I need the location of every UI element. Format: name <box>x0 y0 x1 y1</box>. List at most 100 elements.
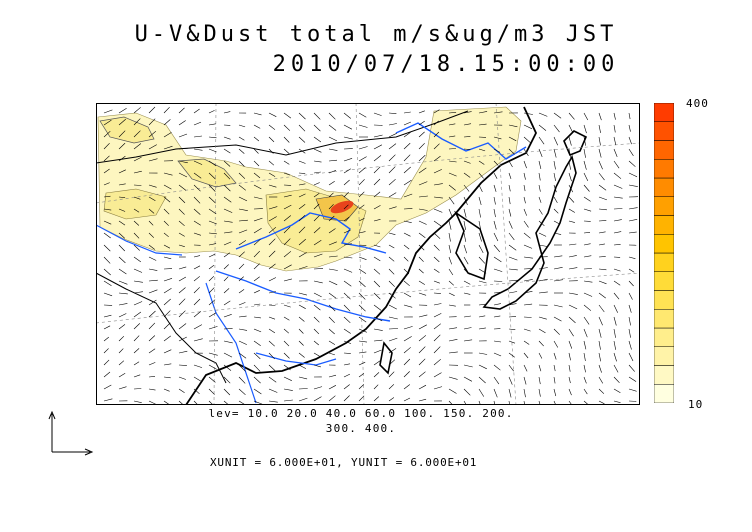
wind-arrow <box>298 148 306 154</box>
wind-arrow <box>523 316 532 318</box>
wind-arrow <box>118 232 126 239</box>
wind-arrow <box>283 388 293 391</box>
wind-arrow <box>178 287 186 294</box>
wind-arrow <box>148 279 158 282</box>
wind-arrow <box>253 172 261 179</box>
wind-arrow <box>148 130 157 138</box>
wind-arrow <box>628 231 637 234</box>
wind-arrow <box>103 220 112 225</box>
wind-arrow <box>103 371 111 378</box>
wind-arrow <box>463 256 469 265</box>
wind-arrow <box>328 268 338 271</box>
wind-arrow <box>373 219 381 222</box>
wind-arrow <box>403 384 410 390</box>
wind-arrow <box>133 301 143 306</box>
wind-arrow <box>133 348 140 354</box>
wind-arrow <box>403 292 412 298</box>
wind-arrow <box>208 196 216 204</box>
wind-arrow <box>253 316 261 319</box>
wind-arrow <box>493 220 497 230</box>
wind-arrow <box>328 192 334 198</box>
wind-arrow <box>253 276 260 282</box>
wind-arrow <box>463 388 471 396</box>
wind-arrow <box>538 316 547 320</box>
wind-arrow <box>178 172 188 178</box>
wind-arrow <box>193 364 203 368</box>
taiwan-island <box>379 341 393 375</box>
colorbar-swatch <box>654 140 674 160</box>
wind-arrow <box>493 111 503 114</box>
wind-arrow <box>208 287 215 294</box>
wind-arrow <box>613 244 621 246</box>
wind-arrow <box>523 184 526 192</box>
wind-arrow <box>238 376 246 384</box>
wind-arrow <box>598 136 601 146</box>
wind-arrow <box>553 172 556 181</box>
colorbar-swatch <box>654 346 674 366</box>
wind-arrow <box>283 238 291 246</box>
wind-arrow <box>298 214 306 222</box>
wind-arrow <box>268 277 277 282</box>
wind-arrow <box>628 376 637 382</box>
wind-arrow <box>178 323 187 330</box>
wind-arrow <box>358 373 365 378</box>
wind-arrow <box>463 315 471 318</box>
japan-hokkaido <box>563 130 588 157</box>
wind-arrow <box>418 142 425 150</box>
colorbar-min-label: 10 <box>688 398 704 411</box>
wind-arrow <box>583 255 592 258</box>
wind-arrow <box>478 388 485 397</box>
wind-arrow <box>103 109 113 114</box>
wind-arrow <box>463 244 467 254</box>
wind-arrow <box>433 268 440 273</box>
wind-arrow <box>628 256 636 259</box>
wind-arrow <box>133 143 142 150</box>
wind-arrow <box>403 347 411 354</box>
wind-arrow <box>478 400 481 405</box>
wind-arrow <box>403 256 409 262</box>
wind-arrow <box>613 196 623 199</box>
wind-arrow <box>613 231 622 234</box>
wind-arrow <box>343 280 352 287</box>
wind-arrow <box>148 184 157 188</box>
colorbar-swatch <box>654 234 674 254</box>
wind-arrow <box>463 364 473 368</box>
wind-arrow <box>103 398 113 402</box>
wind-arrow <box>433 372 442 378</box>
dust-wind-map <box>96 103 640 405</box>
wind-arrow <box>343 124 353 130</box>
wind-arrow <box>283 399 293 402</box>
wind-arrow <box>433 334 441 342</box>
wind-arrow <box>328 112 336 120</box>
wind-arrow <box>133 323 141 330</box>
wind-arrow <box>433 280 440 284</box>
wind-arrow <box>103 348 109 354</box>
wind-arrow <box>553 376 556 384</box>
wind-arrow <box>568 184 574 193</box>
wind-arrow <box>268 216 277 222</box>
wind-arrow <box>208 253 216 258</box>
wind-arrow <box>523 352 529 359</box>
wind-arrow <box>148 268 158 271</box>
wind-arrow <box>598 280 607 285</box>
wind-arrow <box>553 196 558 204</box>
wind-arrow <box>268 124 276 130</box>
wind-arrow <box>268 160 275 166</box>
wind-arrow <box>538 112 548 117</box>
wind-arrow <box>583 292 593 297</box>
wind-arrow <box>553 160 556 170</box>
wind-arrow <box>523 160 527 169</box>
wind-arrow <box>253 112 262 116</box>
wind-arrow <box>223 376 231 384</box>
wind-arrow <box>403 121 412 126</box>
wind-arrow <box>613 160 620 169</box>
wind-arrow <box>433 244 440 251</box>
wind-arrow <box>598 196 608 201</box>
wind-arrow <box>448 208 453 218</box>
wind-arrow <box>448 244 452 254</box>
wind-arrow <box>163 106 170 114</box>
colorbar-swatch <box>654 215 674 235</box>
wind-arrow <box>328 204 334 210</box>
country-border-south <box>96 272 227 384</box>
wind-arrow <box>313 112 321 120</box>
